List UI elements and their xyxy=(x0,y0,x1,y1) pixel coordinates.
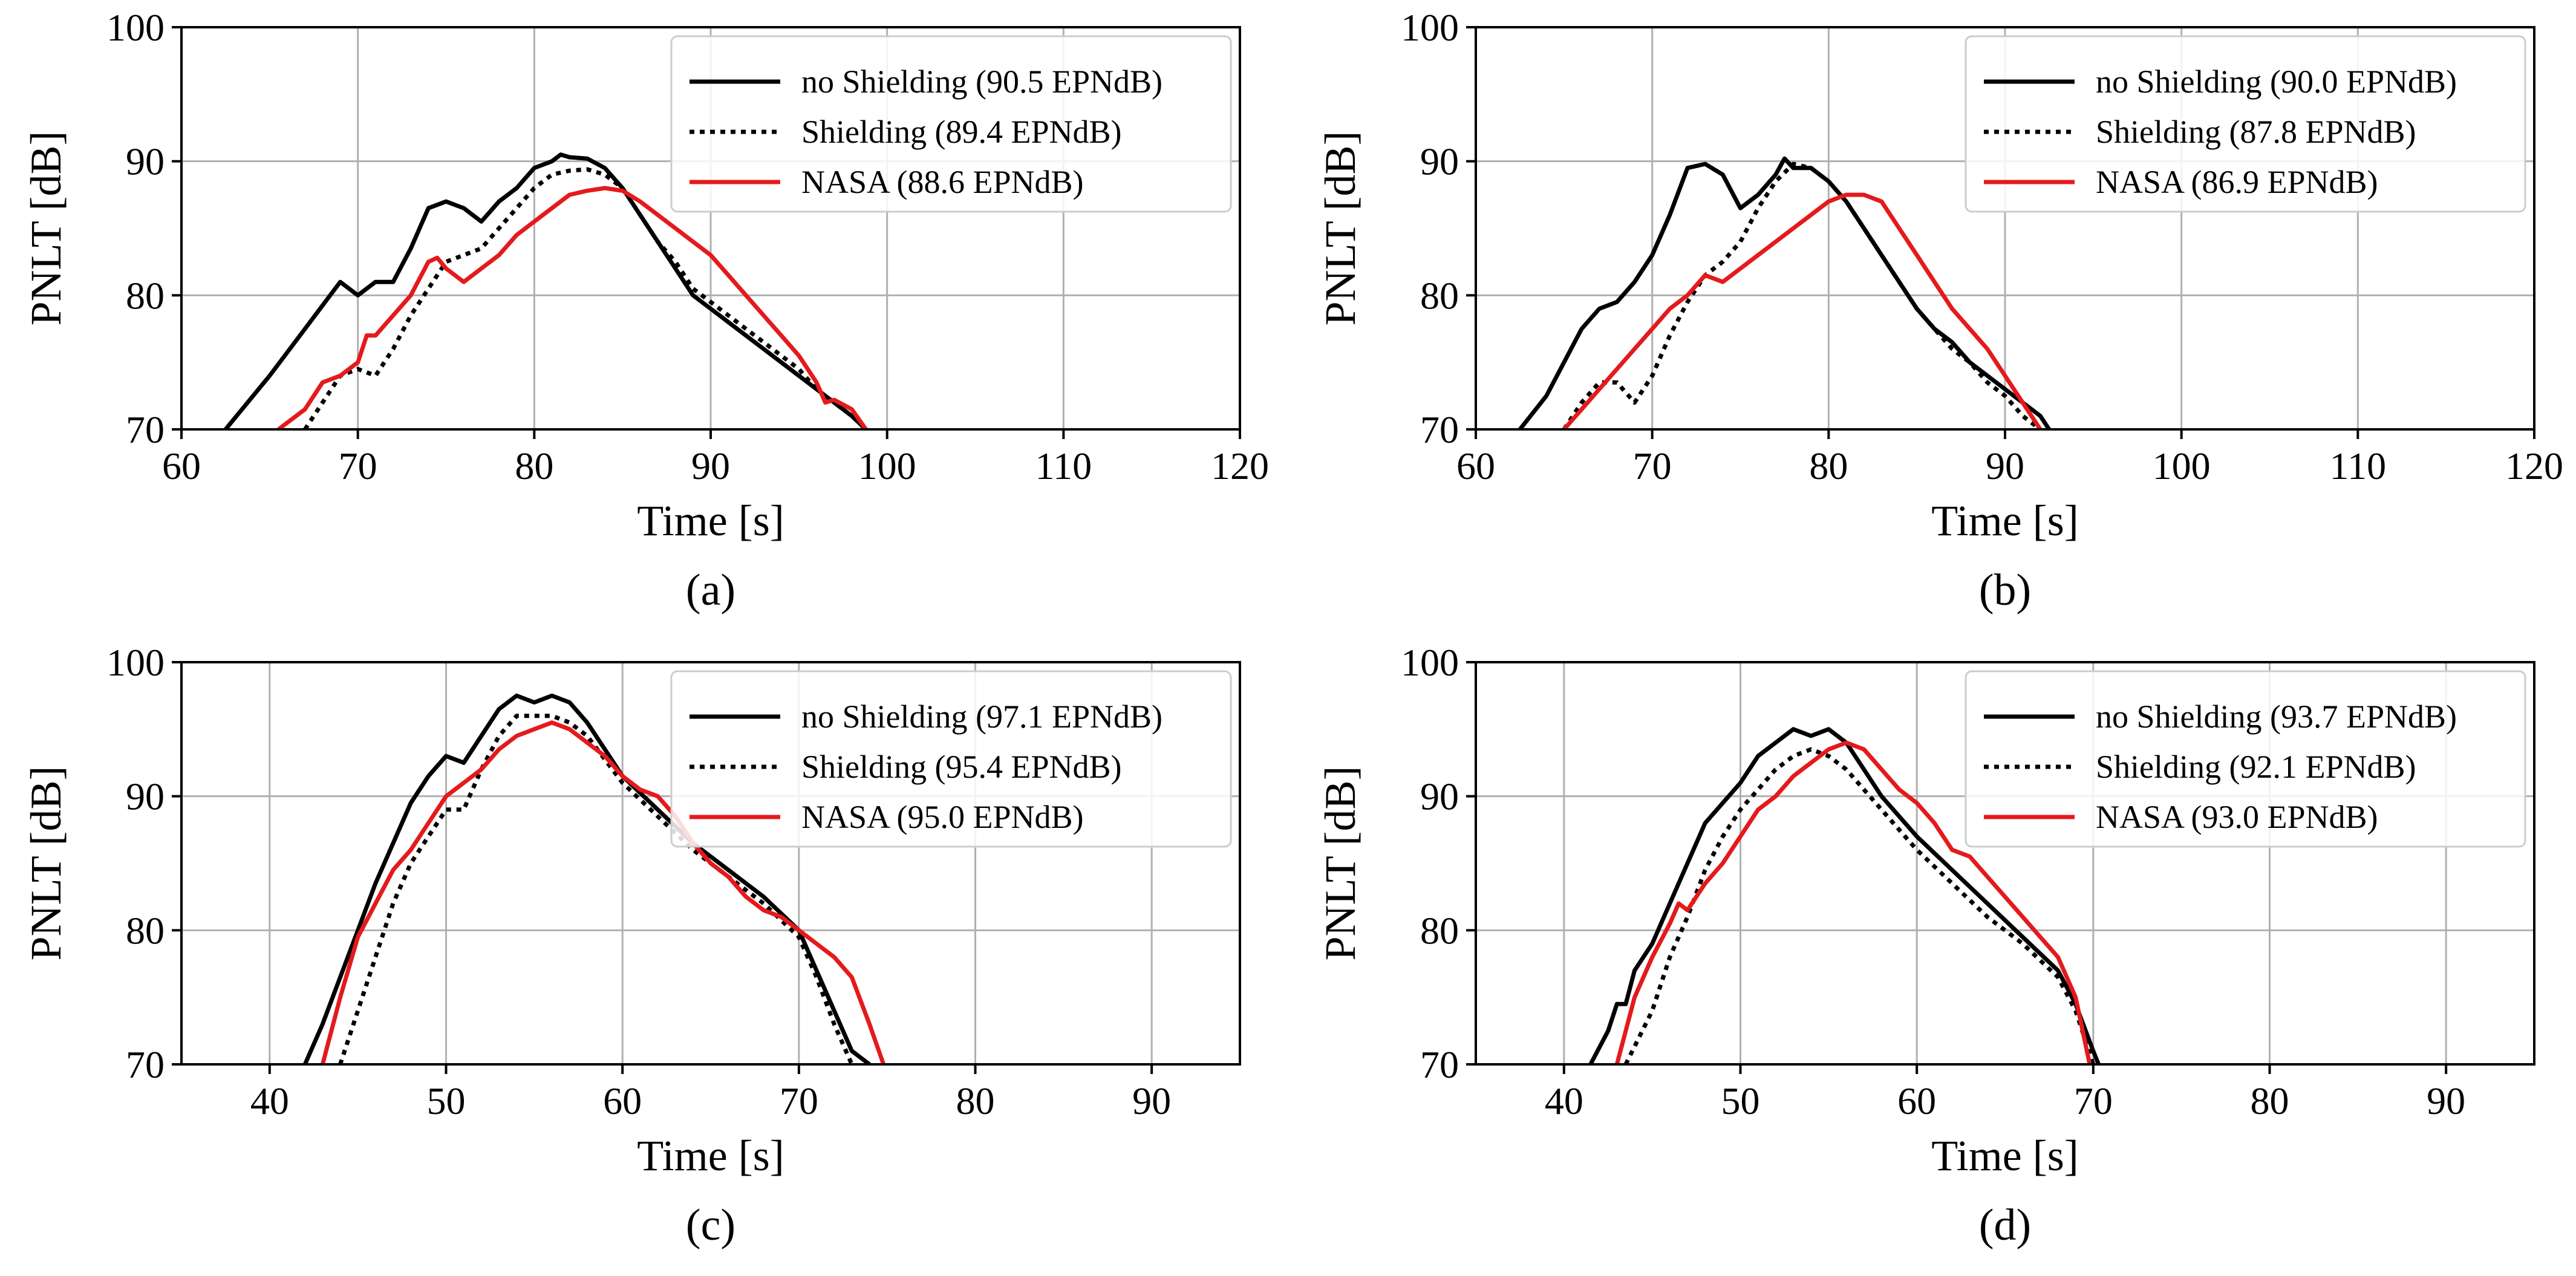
legend-box xyxy=(670,670,1232,848)
series-line-0 xyxy=(1588,727,2101,1064)
y-tick-label-3: 100 xyxy=(1401,6,1459,49)
chart-panel-2: 40 50 60 70 80 90 70 80 90 100 Time [s] PNLT [dB] no… xyxy=(22,641,1241,1250)
x-tick-label-3: 90 xyxy=(1986,444,2024,487)
x-tick-label-2: 60 xyxy=(603,1079,642,1122)
legend-label-1: Shielding (95.4 EPNdB) xyxy=(801,749,1122,785)
series-line-2 xyxy=(320,720,886,1064)
y-tick-label-2: 90 xyxy=(1420,775,1459,818)
series-line-2 xyxy=(277,186,868,429)
legend-label-0: no Shielding (90.5 EPNdB) xyxy=(801,63,1162,100)
x-tick-label-4: 100 xyxy=(858,444,916,487)
series-line-1 xyxy=(1562,161,2042,429)
x-tick-label-2: 80 xyxy=(515,444,553,487)
series-line-1 xyxy=(303,167,868,429)
y-tick-label-0: 70 xyxy=(126,408,165,451)
y-axis-label: PNLT [dB] xyxy=(22,131,70,325)
legend-box xyxy=(670,35,1232,213)
legend-label-0: no Shielding (93.7 EPNdB) xyxy=(2096,698,2457,735)
x-tick-label-1: 50 xyxy=(427,1079,466,1122)
x-tick-label-6: 120 xyxy=(2505,444,2563,487)
y-tick-label-2: 90 xyxy=(126,140,165,183)
y-tick-label-1: 80 xyxy=(126,909,165,952)
subfigure-caption: (c) xyxy=(686,1200,735,1250)
x-axis-label: Time [s] xyxy=(637,1131,784,1180)
x-tick-label-1: 50 xyxy=(1721,1079,1760,1122)
x-axis-label: Time [s] xyxy=(637,496,784,545)
x-tick-label-0: 40 xyxy=(1545,1079,1583,1122)
series-line-0 xyxy=(224,152,868,429)
x-tick-label-3: 70 xyxy=(2074,1079,2113,1122)
y-tick-label-3: 100 xyxy=(106,641,165,684)
y-axis-label: PNLT [dB] xyxy=(1316,131,1365,325)
x-tick-label-2: 60 xyxy=(1897,1079,1936,1122)
legend-label-2: NASA (93.0 EPNdB) xyxy=(2096,799,2378,835)
y-tick-label-1: 80 xyxy=(1420,274,1459,317)
y-tick-label-0: 70 xyxy=(1420,408,1459,451)
y-axis-label: PNLT [dB] xyxy=(1316,766,1365,960)
x-tick-label-1: 70 xyxy=(339,444,377,487)
legend-label-1: Shielding (92.1 EPNdB) xyxy=(2096,749,2416,785)
subfigure-caption: (b) xyxy=(1979,565,2031,615)
series-line-0 xyxy=(302,693,871,1064)
x-tick-label-5: 110 xyxy=(2330,444,2387,487)
y-tick-label-3: 100 xyxy=(106,6,165,49)
subfigure-caption: (d) xyxy=(1979,1200,2031,1250)
legend-label-0: no Shielding (90.0 EPNdB) xyxy=(2096,63,2457,100)
x-tick-label-5: 90 xyxy=(1132,1079,1171,1122)
legend-label-1: Shielding (87.8 EPNdB) xyxy=(2096,114,2416,150)
legend-box xyxy=(1965,35,2526,213)
y-tick-label-0: 70 xyxy=(1420,1043,1459,1086)
x-tick-label-0: 60 xyxy=(1456,444,1495,487)
y-tick-label-1: 80 xyxy=(126,274,165,317)
legend-label-2: NASA (95.0 EPNdB) xyxy=(801,799,1084,835)
x-tick-label-3: 70 xyxy=(780,1079,818,1122)
series-line-2 xyxy=(1562,192,2043,429)
x-axis-label: Time [s] xyxy=(1931,496,2078,545)
x-tick-label-0: 40 xyxy=(250,1079,289,1122)
x-tick-label-4: 80 xyxy=(2251,1079,2289,1122)
y-tick-label-2: 90 xyxy=(1420,140,1459,183)
axes-frame xyxy=(180,661,1241,1066)
x-tick-label-2: 80 xyxy=(1809,444,1848,487)
legend-label-2: NASA (86.9 EPNdB) xyxy=(2096,164,2378,200)
y-tick-label-3: 100 xyxy=(1401,641,1459,684)
x-tick-label-4: 80 xyxy=(956,1079,995,1122)
x-tick-label-3: 90 xyxy=(691,444,730,487)
x-tick-label-5: 110 xyxy=(1035,444,1092,487)
legend-box xyxy=(1965,670,2526,848)
series-line-2 xyxy=(1614,740,2092,1064)
x-tick-label-6: 120 xyxy=(1211,444,1269,487)
y-tick-label-2: 90 xyxy=(126,775,165,818)
x-tick-label-1: 70 xyxy=(1633,444,1672,487)
x-tick-label-5: 90 xyxy=(2427,1079,2465,1122)
legend-label-2: NASA (88.6 EPNdB) xyxy=(801,164,1084,200)
x-tick-label-0: 60 xyxy=(162,444,201,487)
subfigure-caption: (a) xyxy=(686,565,735,615)
y-tick-label-1: 80 xyxy=(1420,909,1459,952)
y-tick-label-0: 70 xyxy=(126,1043,165,1086)
legend-label-0: no Shielding (97.1 EPNdB) xyxy=(801,698,1162,735)
legend-label-1: Shielding (89.4 EPNdB) xyxy=(801,114,1122,150)
axes-frame xyxy=(1475,661,2535,1066)
x-axis-label: Time [s] xyxy=(1931,1131,2078,1180)
x-tick-label-4: 100 xyxy=(2153,444,2211,487)
chart-panel-3: 40 50 60 70 80 90 70 80 90 100 Time [s] PNLT [dB] no… xyxy=(1316,641,2535,1250)
series-line-1 xyxy=(338,714,854,1064)
y-axis-label: PNLT [dB] xyxy=(22,766,70,960)
